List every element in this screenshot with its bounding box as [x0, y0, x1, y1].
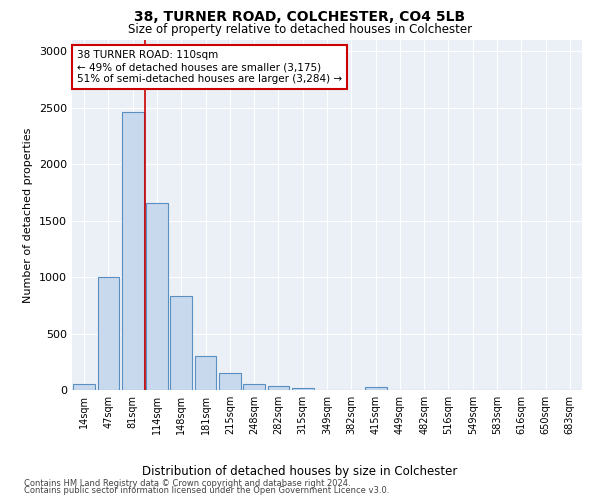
Text: Contains HM Land Registry data © Crown copyright and database right 2024.: Contains HM Land Registry data © Crown c… [24, 478, 350, 488]
Y-axis label: Number of detached properties: Number of detached properties [23, 128, 34, 302]
Text: Distribution of detached houses by size in Colchester: Distribution of detached houses by size … [142, 465, 458, 478]
Text: Contains public sector information licensed under the Open Government Licence v3: Contains public sector information licen… [24, 486, 389, 495]
Bar [97, 277, 119, 390]
Bar [219, 373, 241, 390]
Text: 38, TURNER ROAD, COLCHESTER, CO4 5LB: 38, TURNER ROAD, COLCHESTER, CO4 5LB [134, 10, 466, 24]
Bar [170, 296, 192, 390]
Text: 38 TURNER ROAD: 110sqm
← 49% of detached houses are smaller (3,175)
51% of semi-: 38 TURNER ROAD: 110sqm ← 49% of detached… [77, 50, 342, 84]
Bar [365, 386, 386, 390]
Bar [243, 384, 265, 390]
Bar [292, 388, 314, 390]
Text: Size of property relative to detached houses in Colchester: Size of property relative to detached ho… [128, 22, 472, 36]
Bar [73, 384, 95, 390]
Bar [122, 112, 143, 390]
Bar [268, 386, 289, 390]
Bar [194, 356, 217, 390]
Bar [146, 202, 168, 390]
